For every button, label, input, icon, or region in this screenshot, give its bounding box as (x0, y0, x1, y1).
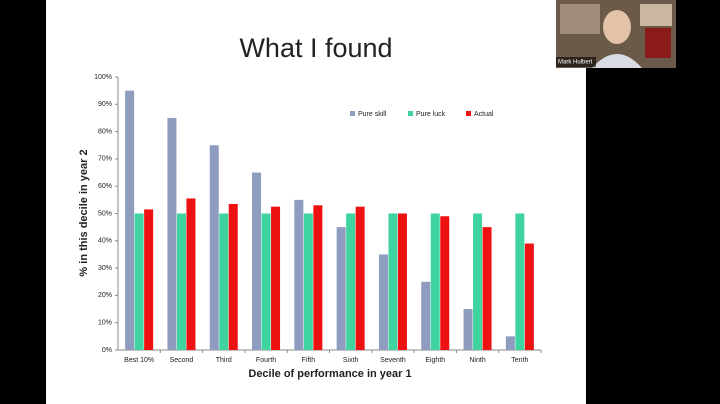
bar (430, 213, 440, 350)
x-tick-label: Second (170, 357, 194, 364)
bar (421, 281, 431, 350)
bar (397, 213, 407, 350)
webcam-shelf (560, 4, 600, 34)
bar (440, 216, 450, 350)
legend-label: Actual (474, 111, 494, 118)
legend-swatch (408, 111, 413, 116)
bar (524, 243, 534, 350)
bar (219, 213, 229, 350)
bar (313, 205, 323, 350)
y-tick-label: 50% (98, 210, 112, 217)
bar (252, 172, 262, 350)
y-tick-label: 40% (98, 238, 112, 245)
bar (261, 213, 271, 350)
bar (134, 213, 144, 350)
x-tick-label: Third (216, 357, 232, 364)
participant-name: Mark Hulbert (558, 60, 593, 66)
chart-title: What I found (239, 33, 392, 63)
webcam-shirt (592, 54, 642, 68)
x-tick-label: Best 10% (124, 357, 154, 364)
x-tick-label: Fifth (302, 357, 316, 364)
bar (336, 227, 346, 350)
legend-label: Pure skill (358, 111, 387, 118)
y-tick-label: 20% (98, 292, 112, 299)
y-axis-label: % in this decile in year 2 (78, 149, 90, 276)
y-tick-label: 0% (102, 347, 112, 354)
bar (167, 117, 177, 350)
webcam-wall (640, 4, 672, 26)
legend-swatch (350, 111, 355, 116)
legend-label: Pure luck (416, 111, 446, 118)
webcam-face (603, 10, 631, 44)
bar (144, 209, 154, 350)
y-tick-label: 60% (98, 183, 112, 190)
bar (473, 213, 483, 350)
x-tick-label: Seventh (380, 357, 406, 364)
y-tick-label: 100% (94, 74, 112, 81)
x-axis-label: Decile of performance in year 1 (248, 368, 411, 380)
bar (505, 336, 515, 350)
x-tick-label: Tenth (511, 357, 528, 364)
bar (271, 206, 281, 350)
y-tick-label: 80% (98, 128, 112, 135)
webcam-chair (645, 28, 671, 58)
bar (303, 213, 313, 350)
bar (294, 199, 304, 350)
x-tick-label: Fourth (256, 357, 276, 364)
bar (186, 198, 196, 350)
bar (482, 227, 492, 350)
bar (388, 213, 398, 350)
x-tick-label: Sixth (343, 357, 359, 364)
x-tick-label: Eighth (425, 357, 445, 364)
bar (176, 213, 186, 350)
bar (378, 254, 388, 350)
name-tag (556, 57, 596, 67)
bar (209, 145, 219, 350)
bar (463, 309, 473, 350)
bar (125, 90, 135, 351)
bar (346, 213, 356, 350)
x-tick-label: Ninth (469, 357, 485, 364)
y-tick-label: 10% (98, 320, 112, 327)
webcam: Mark Hulbert (556, 0, 676, 68)
y-tick-label: 30% (98, 265, 112, 272)
y-tick-label: 90% (98, 101, 112, 108)
bar (515, 213, 525, 350)
bar (355, 206, 365, 350)
y-tick-label: 70% (98, 156, 112, 163)
legend-swatch (466, 111, 471, 116)
bar (228, 203, 238, 350)
